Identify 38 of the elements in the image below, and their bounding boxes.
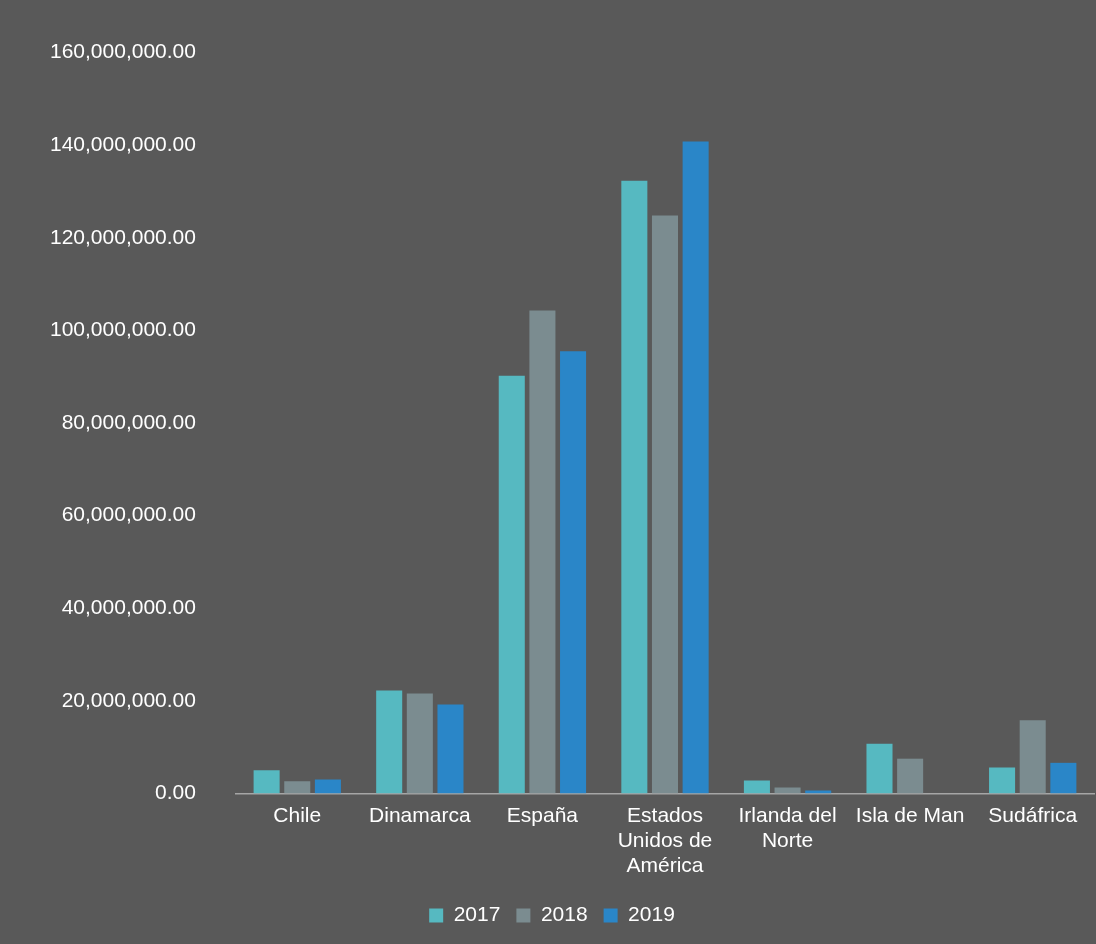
legend-label: 2018 [540, 902, 588, 926]
bar [621, 180, 648, 794]
x-tick-label: Isla de Man [855, 802, 965, 826]
y-tick-label: 140,000,000.00 [49, 132, 196, 155]
bar [989, 767, 1016, 794]
bar [437, 704, 464, 794]
legend-label: 2017 [453, 902, 501, 926]
bar [406, 693, 433, 794]
bar [743, 780, 770, 794]
bar [498, 375, 525, 794]
bar [651, 215, 679, 794]
y-tick-label: 80,000,000.00 [61, 409, 196, 433]
bar [253, 770, 280, 794]
x-tick-label: Estados Unidos de América [617, 802, 713, 877]
bar [1019, 720, 1046, 794]
x-tick-label: Chile [273, 802, 322, 826]
x-tick-label: Sudáfrica [988, 802, 1078, 826]
bar [314, 779, 341, 794]
y-tick-label: 0.00 [155, 780, 196, 804]
bar [529, 310, 556, 794]
y-tick-label: 20,000,000.00 [61, 687, 196, 711]
x-tick-label: España [506, 802, 579, 826]
y-tick-label: 160,000,000.00 [49, 39, 196, 63]
bar [866, 743, 893, 794]
y-tick-label: 60,000,000.00 [61, 502, 196, 526]
legend-label: 2019 [628, 902, 675, 926]
bar [682, 141, 709, 794]
bar [897, 758, 924, 794]
bar [1050, 762, 1077, 794]
bar [560, 351, 587, 794]
bar [284, 781, 311, 794]
y-tick-label: 100,000,000.00 [49, 317, 196, 341]
y-tick-label: 120,000,000.00 [49, 224, 196, 248]
y-tick-label: 40,000,000.00 [61, 595, 196, 618]
x-tick-label: Irlanda del Norte [738, 802, 837, 851]
bar [774, 787, 801, 794]
x-tick-label: Dinamarca [369, 802, 471, 826]
bar [376, 690, 403, 794]
